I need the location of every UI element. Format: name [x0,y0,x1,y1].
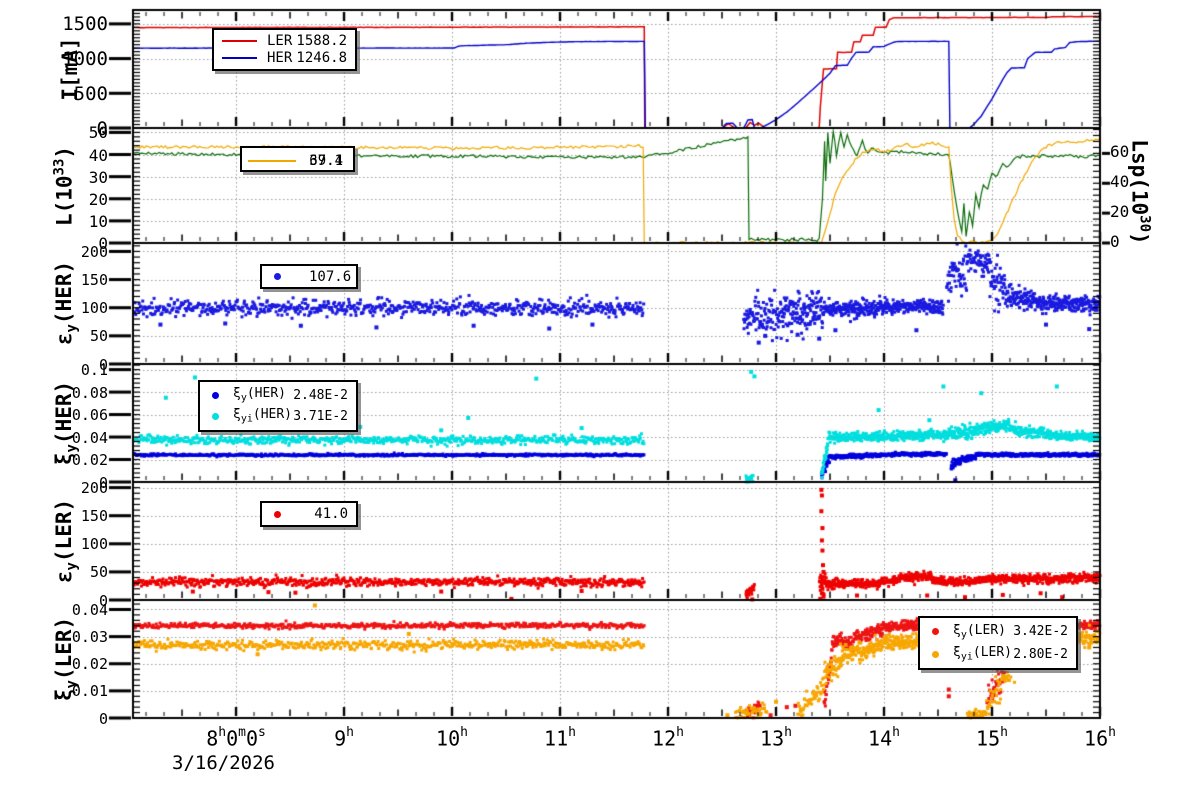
legend-entry-xiy-ler: ξy(LER) 3.42E-2 [920,624,1076,641]
legend-beam-current: LER 1588.2 HER 1246.8 [212,28,357,71]
y-tick-label: 0.1 [80,361,108,380]
right-y-tick-label: 40 [1110,172,1130,192]
xiyi-ler-value: 2.80E-2 [1013,646,1068,662]
xiy-ler-value: 3.42E-2 [1013,624,1068,640]
x-tick-label: 12h [652,725,684,751]
legend-entry-xiyi-ler: ξyi(LER) 2.80E-2 [920,646,1076,663]
y-tick-label: 50 [88,123,108,143]
legend-entry-ey-ler: 41.0 [262,507,356,521]
luminosity-value: 39.4 [309,153,343,169]
x-tick-label: 11h [544,725,576,751]
xiyi-ler-dot-sample [932,650,939,658]
y-tick-label: 0 [98,473,108,492]
y-tick-label: 40 [88,145,108,165]
xiy-her-label: ξy(HER) [233,385,286,404]
lsp-line-sample [248,160,296,162]
y-tick-label: 1000 [62,48,108,71]
y-tick-label: 0 [98,355,108,374]
y-tick-label: 0.02 [71,451,108,470]
lsp-value: 67.1 [309,153,343,169]
y-tick-label: 0.01 [71,682,108,701]
legend-entry-ey-her: 107.6 [262,270,356,284]
right-y-tick-label: 60 [1110,142,1130,162]
xiyi-her-value: 3.71E-2 [293,409,348,425]
legend-emittance-ler: 41.0 [260,501,358,527]
x-tick-label: 8h0m0s [206,725,266,751]
legend-entry-ler: LER 1588.2 [214,34,355,48]
y-tick-label: 0 [98,709,108,728]
legend-beam-beam-her: ξy(HER) 2.48E-2 ξyi(HER) 3.71E-2 [198,380,358,432]
xiyi-her-label: ξyi(HER) [233,407,293,426]
xiyi-her-dot-sample [212,413,219,421]
x-tick-label: 14h [868,725,900,751]
y-tick-label: 100 [80,535,108,554]
y-tick-label: 10 [88,211,108,231]
y-tick-label: 30 [88,167,108,187]
xiy-her-dot-sample [212,391,219,399]
ey-her-value: 107.6 [309,268,352,285]
y-tick-label: 100 [80,299,108,318]
xiyi-ler-label: ξyi(LER) [953,644,1013,663]
her-value: 1246.8 [296,50,347,67]
y-tick-label: 0 [96,117,108,140]
her-line-sample [222,57,257,60]
x-tick-label: 10h [436,725,468,751]
y-tick-label: 0.03 [71,628,108,647]
legend-beam-beam-ler: ξy(LER) 3.42E-2 ξyi(LER) 2.80E-2 [918,616,1078,670]
her-label: HER [267,50,293,67]
y-tick-label: 500 [73,82,108,105]
y-tick-label: 0 [98,591,108,610]
right-y-tick-label: 0 [1110,232,1120,251]
legend-emittance-her: 107.6 [260,264,358,289]
y-tick-label: 0.04 [71,428,108,447]
right-y-tick-label: 20 [1110,202,1130,222]
ler-label: LER [267,32,293,49]
y-tick-label: 20 [88,189,108,209]
ey-ler-dot-sample [274,510,281,518]
y-tick-label: 0.08 [71,383,108,402]
x-tick-label: 13h [760,725,792,751]
date-label: 3/16/2026 [172,752,275,774]
x-tick-label: 16h [1084,725,1116,751]
y-tick-label: 200 [80,242,108,261]
legend-entry-xiy-her: ξy(HER) 2.48E-2 [200,387,356,404]
y-tick-label: 200 [80,479,108,498]
legend-luminosity: 39.4 67.1 [240,146,355,172]
y-tick-label: 1500 [62,13,108,36]
ler-line-sample [222,39,257,42]
y-tick-label: 150 [80,507,108,526]
x-tick-label: 9h [334,725,354,751]
y-tick-label: 0.02 [71,655,108,674]
x-tick-label: 15h [976,725,1008,751]
ey-ler-value: 41.0 [314,506,348,522]
xiy-her-value: 2.48E-2 [293,387,348,403]
y-tick-label: 0.06 [71,406,108,425]
xiy-ler-dot-sample [932,628,939,636]
legend-entry-xiyi-her: ξyi(HER) 3.71E-2 [200,408,356,425]
y-tick-label: 50 [89,327,108,346]
xiy-ler-label: ξy(LER) [953,622,1006,641]
y-tick-label: 150 [80,271,108,290]
ler-value: 1588.2 [296,32,347,49]
legend-entry-her: HER 1246.8 [214,51,355,65]
y-tick-label: 0 [98,234,108,253]
ey-her-dot-sample [274,273,281,280]
y-tick-label: 0.04 [71,600,108,619]
y-tick-label: 50 [89,563,108,582]
